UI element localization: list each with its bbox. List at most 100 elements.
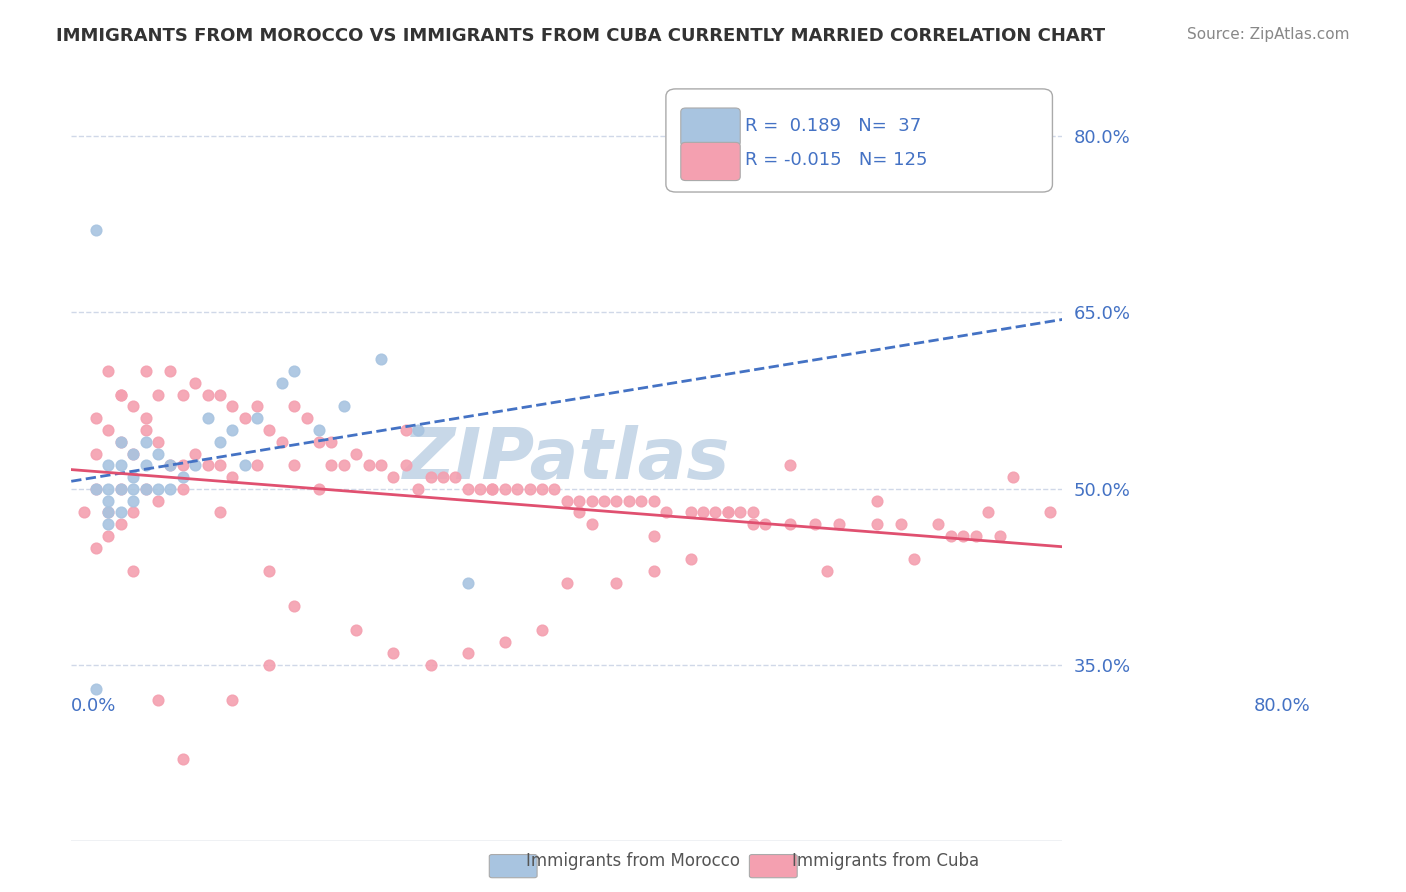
Point (122, 505, 145, 519)
Point (84, 411, 107, 425)
Point (135, 364, 157, 378)
Point (97, 529, 120, 543)
Point (159, 458, 181, 473)
Point (84, 482, 107, 496)
Text: Immigrants from Cuba: Immigrants from Cuba (792, 852, 980, 870)
Point (84, 223, 107, 237)
Point (357, 458, 380, 473)
Point (815, 564, 838, 578)
Point (481, 482, 503, 496)
Text: R = -0.015   N= 125: R = -0.015 N= 125 (745, 151, 928, 169)
Point (468, 482, 491, 496)
Point (531, 482, 554, 496)
Point (146, 388, 169, 402)
Text: Source: ZipAtlas.com: Source: ZipAtlas.com (1187, 27, 1350, 42)
Point (283, 458, 305, 473)
Point (97, 364, 120, 378)
Point (717, 505, 740, 519)
Point (146, 446, 169, 460)
Point (159, 482, 181, 496)
Point (208, 505, 231, 519)
Point (506, 482, 529, 496)
Point (122, 446, 145, 460)
Point (110, 482, 132, 496)
Point (221, 423, 243, 437)
Point (97, 516, 120, 531)
Point (679, 552, 702, 566)
Point (97, 505, 120, 519)
Point (110, 388, 132, 402)
Point (184, 458, 207, 473)
Point (135, 434, 157, 449)
Point (890, 516, 912, 531)
Point (110, 505, 132, 519)
Point (135, 482, 157, 496)
Point (865, 516, 887, 531)
Point (97, 493, 120, 508)
Point (568, 505, 591, 519)
Point (135, 482, 157, 496)
Point (419, 470, 441, 484)
Point (333, 458, 356, 473)
Point (990, 529, 1012, 543)
Point (655, 505, 678, 519)
Point (97, 505, 120, 519)
Point (259, 658, 281, 673)
Point (382, 646, 405, 660)
Point (197, 411, 219, 425)
FancyBboxPatch shape (666, 89, 1053, 192)
Point (494, 634, 516, 648)
Point (172, 470, 194, 484)
Point (308, 434, 330, 449)
Point (84, 541, 107, 555)
Point (197, 388, 219, 402)
FancyBboxPatch shape (681, 143, 740, 180)
Point (184, 446, 207, 460)
Point (146, 493, 169, 508)
Point (135, 458, 157, 473)
Point (259, 423, 281, 437)
Text: 80.0%: 80.0% (1253, 698, 1310, 715)
Point (135, 423, 157, 437)
Point (159, 458, 181, 473)
Text: Immigrants from Morocco: Immigrants from Morocco (526, 852, 740, 870)
Point (741, 505, 763, 519)
Point (568, 493, 591, 508)
Point (406, 482, 429, 496)
FancyBboxPatch shape (681, 108, 740, 146)
Point (605, 575, 627, 590)
Point (184, 376, 207, 390)
Point (208, 458, 231, 473)
Point (828, 516, 851, 531)
Point (246, 411, 269, 425)
Point (122, 482, 145, 496)
Point (555, 575, 578, 590)
Point (779, 458, 801, 473)
Point (977, 505, 1000, 519)
Point (146, 693, 169, 707)
Point (295, 411, 318, 425)
Point (84, 482, 107, 496)
Point (84, 681, 107, 696)
Point (406, 423, 429, 437)
Point (208, 388, 231, 402)
Point (122, 470, 145, 484)
Point (444, 470, 467, 484)
Point (927, 516, 949, 531)
Point (581, 516, 603, 531)
Point (728, 505, 751, 519)
Point (283, 364, 305, 378)
Point (481, 482, 503, 496)
Point (754, 516, 776, 531)
Point (630, 493, 652, 508)
Point (903, 552, 925, 566)
Point (643, 493, 665, 508)
Point (370, 352, 392, 367)
Point (643, 564, 665, 578)
Text: ZIPatlas: ZIPatlas (404, 425, 731, 494)
Point (779, 516, 801, 531)
Point (159, 364, 181, 378)
Point (965, 529, 987, 543)
Point (110, 388, 132, 402)
Point (146, 434, 169, 449)
